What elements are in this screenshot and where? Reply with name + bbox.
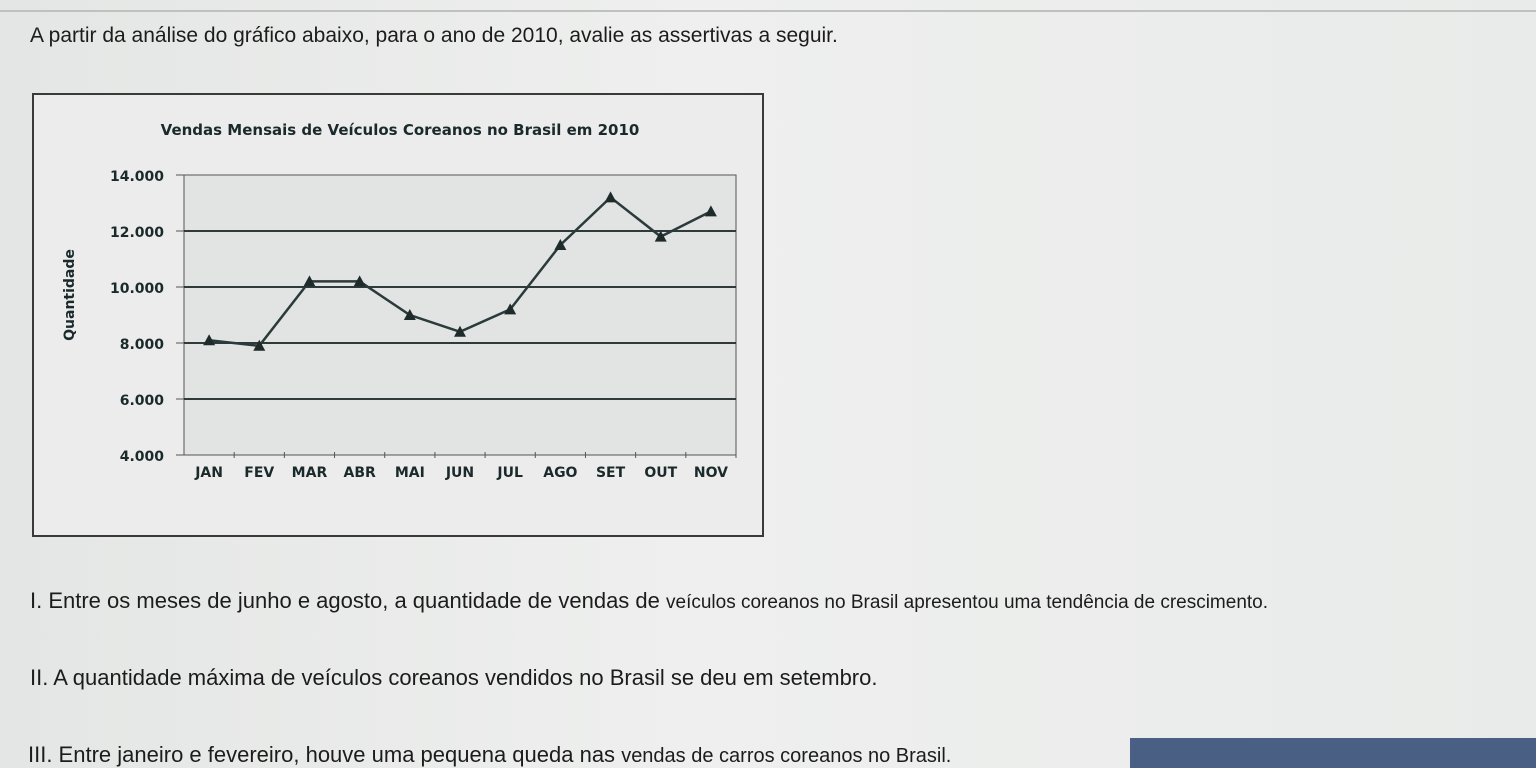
data-point-set [604,191,617,203]
statement-1-tail: veículos coreanos no Brasil apresentou u… [666,592,1269,613]
top-divider [0,10,1536,12]
data-point-ago [554,239,567,250]
y-axis-label: Quantidade [62,249,78,341]
y-tick-label: 8.000 [120,337,165,353]
chart-title: Vendas Mensais de Veículos Coreanos no B… [161,121,640,139]
data-point-abr [353,275,366,287]
x-tick-label: FEV [244,465,274,481]
data-point-jan [203,334,216,346]
x-tick-label: ABR [343,465,376,481]
x-tick-label: JAN [194,465,223,481]
data-point-mar [303,275,316,287]
statement-1: I. Entre os meses de junho e agosto, a q… [30,588,1268,614]
x-tick-label: JUL [496,465,523,481]
y-tick-label: 6.000 [120,393,165,409]
data-point-mai [403,309,416,320]
y-tick-label: 12.000 [110,225,164,241]
x-tick-label: JUN [445,465,474,481]
data-point-jun [454,325,466,337]
x-tick-label: AGO [543,465,577,481]
plot-area [183,174,737,456]
x-tick-label: SET [596,465,626,481]
statement-2: II. A quantidade máxima de veículos core… [30,665,877,691]
data-point-out [654,230,667,242]
statement-3-tail: vendas de carros coreanos no Brasil. [621,745,952,767]
x-tick-label: OUT [644,465,677,481]
statement-3: III. Entre janeiro e fevereiro, houve um… [28,742,951,768]
chart-frame: Vendas Mensais de Veículos Coreanos no B… [32,93,764,537]
x-tick-label: NOV [694,465,728,481]
question-intro: A partir da análise do gráfico abaixo, p… [30,24,838,47]
data-point-fev [253,339,266,351]
y-tick-label: 10.000 [110,281,164,297]
statement-1-lead: I. Entre os meses de junho e agosto, a q… [30,588,667,613]
line-chart: Vendas Mensais de Veículos Coreanos no B… [62,121,737,481]
data-point-nov [704,205,717,217]
statement-3-lead: III. Entre janeiro e fevereiro, houve um… [28,742,622,767]
data-point-jul [504,303,517,315]
y-tick-label: 14.000 [110,169,164,185]
statement-2-text: II. A quantidade máxima de veículos core… [30,665,878,690]
y-tick-label: 4.000 [120,449,165,465]
x-tick-label: MAR [292,465,328,481]
taskbar-strip [1130,738,1536,768]
x-tick-label: MAI [395,465,425,481]
